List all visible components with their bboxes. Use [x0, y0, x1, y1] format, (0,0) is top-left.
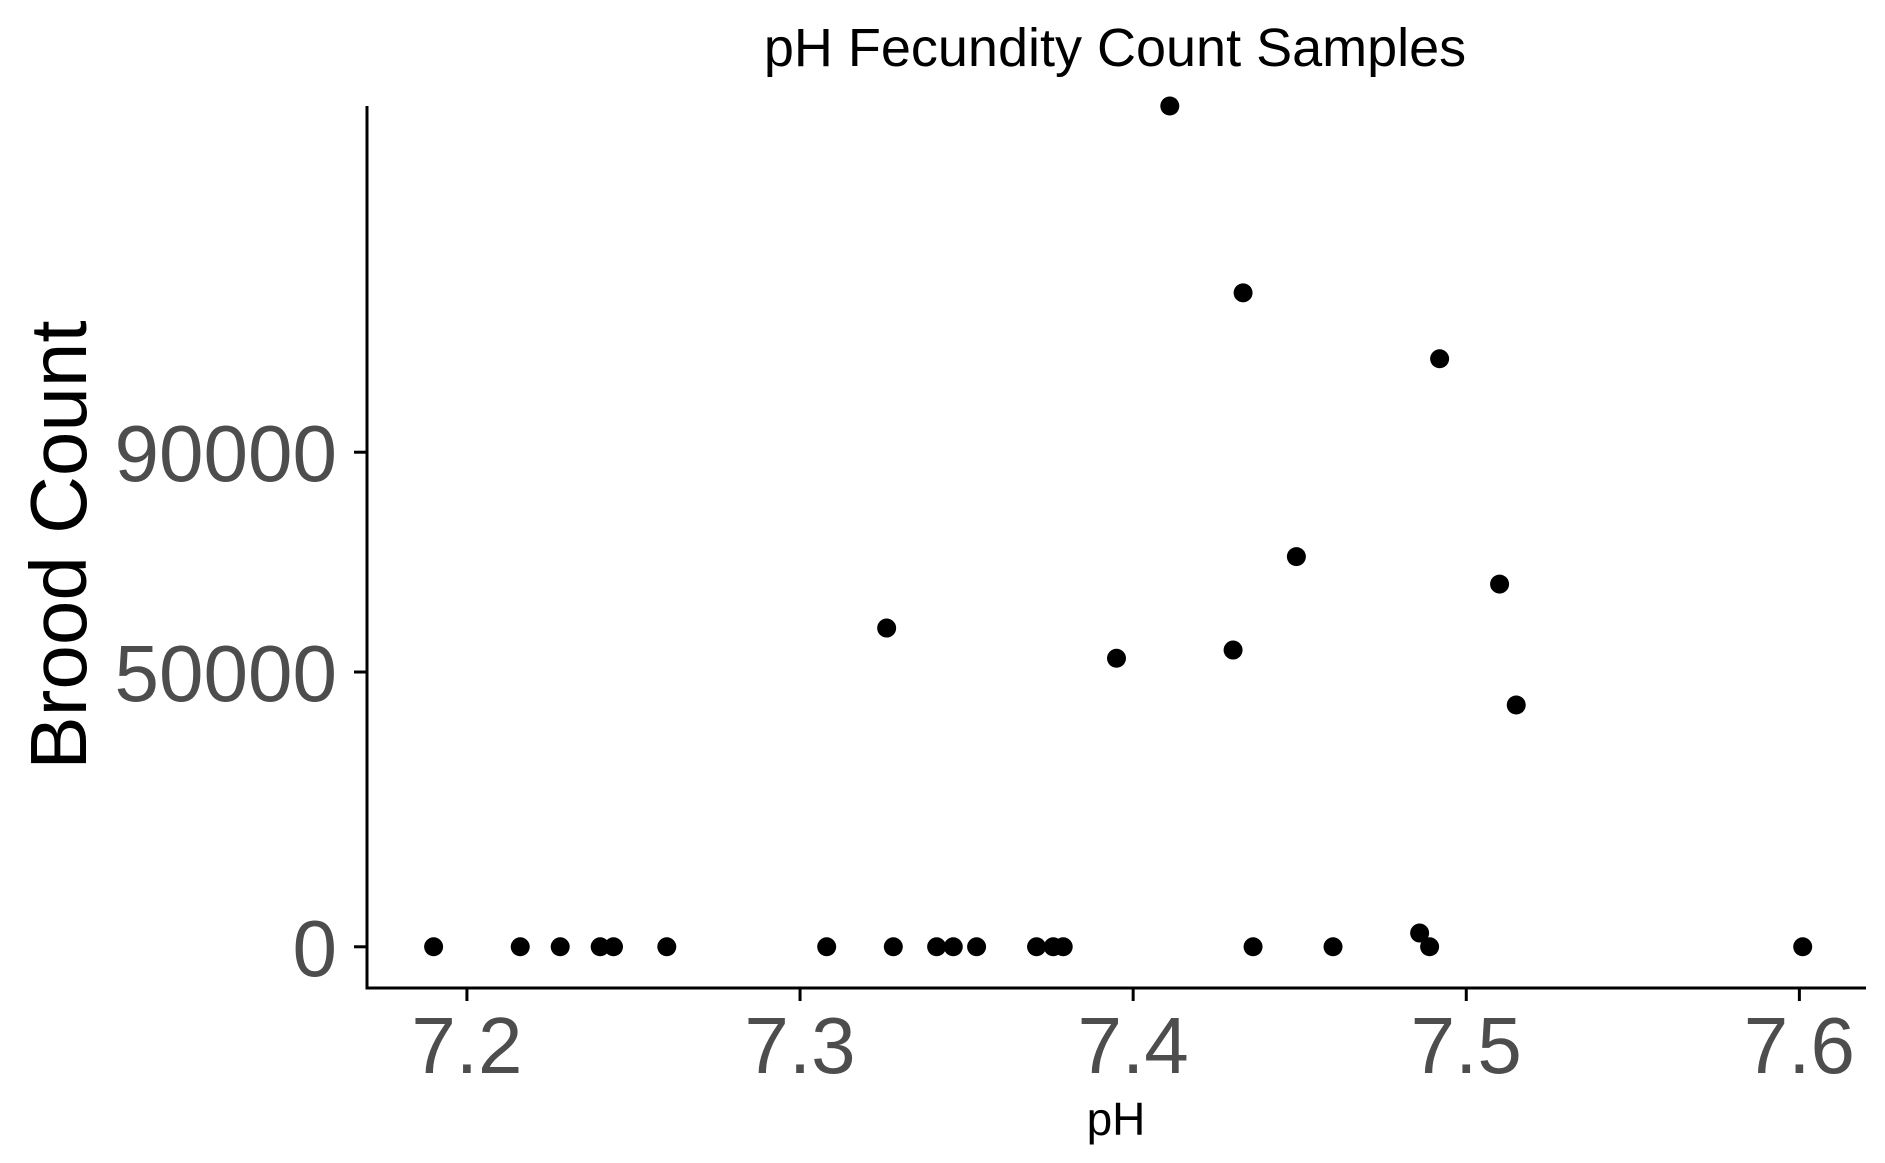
data-point [883, 937, 903, 957]
y-axis-ticks: 0 50000 90000 [115, 409, 367, 993]
data-point [1027, 937, 1047, 957]
data-point [1053, 937, 1073, 957]
data-point [424, 937, 444, 957]
x-tick-label: 7.5 [1411, 1001, 1522, 1090]
data-points [424, 96, 1813, 957]
data-point [590, 937, 610, 957]
data-point [1430, 349, 1450, 369]
data-point [550, 937, 570, 957]
y-tick-label: 90000 [115, 409, 337, 498]
y-axis-label: Brood Count [14, 320, 103, 769]
data-point [1793, 937, 1813, 957]
data-point [1323, 937, 1343, 957]
data-point [657, 937, 677, 957]
data-point [943, 937, 963, 957]
x-tick-label: 7.3 [744, 1001, 855, 1090]
data-point [1286, 547, 1306, 567]
x-tick-label: 7.6 [1744, 1001, 1855, 1090]
data-point [1223, 640, 1243, 660]
data-point [1243, 937, 1263, 957]
data-point [1506, 695, 1526, 715]
data-point [927, 937, 947, 957]
data-point [1410, 923, 1430, 943]
data-point [817, 937, 837, 957]
x-tick-label: 7.4 [1078, 1001, 1189, 1090]
data-point [604, 937, 624, 957]
x-axis-ticks: 7.2 7.3 7.4 7.5 7.6 [411, 988, 1855, 1090]
data-point [1233, 283, 1253, 303]
data-point [1160, 96, 1180, 116]
data-point [510, 937, 530, 957]
chart-title: pH Fecundity Count Samples [764, 18, 1466, 78]
data-point [1107, 648, 1126, 668]
data-point [1420, 937, 1440, 957]
data-point [1490, 574, 1510, 594]
x-tick-label: 7.2 [411, 1001, 522, 1090]
y-tick-label: 50000 [115, 629, 337, 718]
y-tick-label: 0 [293, 904, 338, 993]
x-axis-label: pH [1087, 1093, 1146, 1145]
data-point [877, 618, 897, 638]
data-point [967, 937, 987, 957]
